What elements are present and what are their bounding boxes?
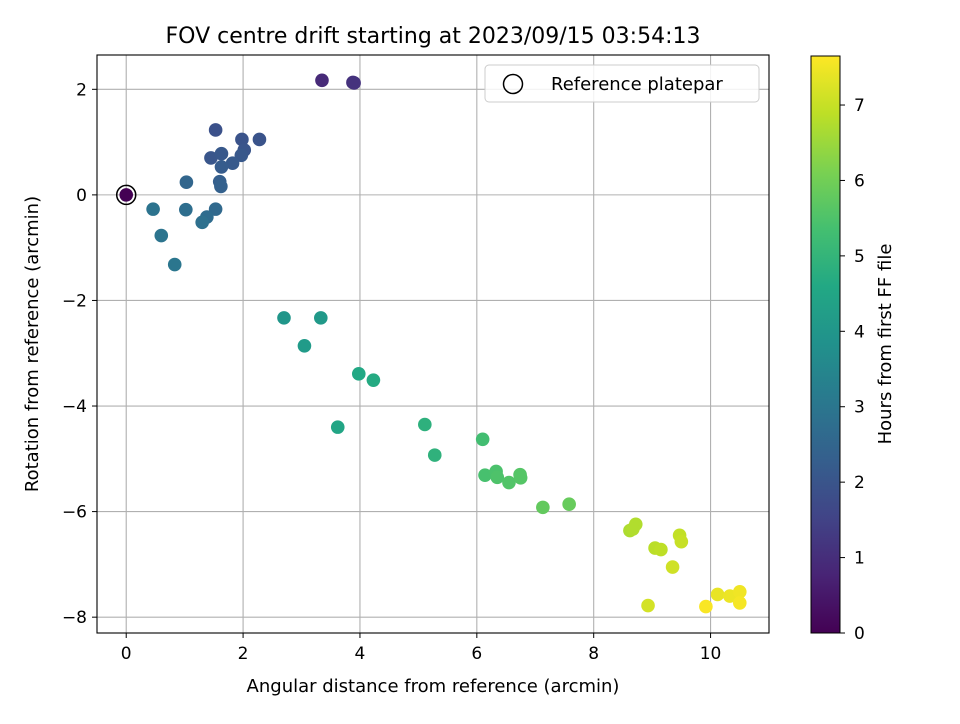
- scatter-point: [502, 475, 516, 490]
- reference-legend-marker: [502, 73, 524, 95]
- scatter-point: [674, 534, 689, 549]
- scatter-point: [208, 202, 223, 216]
- scatter-point: [665, 560, 680, 574]
- y-axis-label: Rotation from reference (arcmin): [22, 196, 43, 492]
- y-tick-label: −8: [62, 608, 87, 628]
- x-tick-label: 2: [238, 644, 249, 664]
- colorbar: 0 1 2 3 4 5 6 7 Hours from first FF file: [810, 55, 896, 644]
- scatter-point: [195, 215, 209, 230]
- colorbar-gradient: [811, 56, 840, 633]
- scatter-point: [490, 470, 505, 485]
- scatter-point: [204, 151, 218, 165]
- scatter-point: [214, 146, 229, 161]
- scatter-point: [315, 73, 329, 88]
- x-tick-label: 0: [121, 644, 132, 664]
- scatter-point: [418, 417, 432, 432]
- colorbar-label: Hours from first FF file: [875, 244, 896, 445]
- scatter-point: [330, 420, 345, 434]
- colorbar-frame: [810, 55, 841, 634]
- scatter-point: [654, 542, 668, 557]
- legend: Reference platepar: [484, 64, 760, 103]
- scatter-point: [347, 76, 361, 90]
- scatter-point: [427, 448, 442, 462]
- chart-title: FOV centre drift starting at 2023/09/15 …: [166, 24, 701, 49]
- y-tick-label: −2: [62, 291, 87, 311]
- legend-entry-reference: Reference platepar: [551, 74, 723, 95]
- scatter-point: [179, 175, 194, 190]
- colorbar-tick-label: 5: [854, 247, 865, 267]
- scatter-point: [732, 596, 747, 610]
- scatter-point: [513, 471, 528, 485]
- scatter-point: [641, 598, 655, 613]
- scatter-point: [214, 179, 228, 194]
- scatter-point: [314, 311, 328, 325]
- scatter-point: [208, 123, 223, 137]
- colorbar-tick-label: 3: [854, 398, 865, 418]
- scatter-point: [351, 367, 366, 381]
- scatter-point: [252, 132, 267, 147]
- scatter-point: [146, 202, 160, 216]
- scatter-point: [214, 160, 229, 174]
- scatter-point: [478, 468, 492, 482]
- scatter-point: [154, 228, 169, 243]
- x-axis-ticks: 0 2 4 6 8 10: [121, 633, 722, 664]
- scatter-point: [179, 202, 193, 217]
- y-tick-label: 0: [76, 186, 87, 206]
- scatter-point: [732, 585, 747, 599]
- scatter-point: [562, 497, 576, 512]
- scatter-point: [277, 311, 291, 325]
- scatter-points: [115, 73, 747, 614]
- colorbar-tick-label: 4: [854, 322, 865, 342]
- y-tick-label: 2: [76, 80, 87, 100]
- colorbar-tick-label: 2: [854, 473, 865, 493]
- y-tick-label: −6: [62, 503, 87, 523]
- x-tick-label: 4: [355, 644, 366, 664]
- y-tick-label: −4: [62, 397, 87, 417]
- scatter-point: [297, 339, 312, 353]
- colorbar-ticks: 0 1 2 3 4 5 6 7: [840, 96, 865, 644]
- colorbar-tick-label: 6: [854, 171, 865, 191]
- reference-marker: [115, 184, 137, 206]
- scatter-point: [119, 188, 134, 202]
- scatter-point: [235, 132, 249, 147]
- legend-box: [484, 64, 760, 103]
- x-tick-label: 8: [588, 644, 599, 664]
- scatter-point: [366, 373, 381, 387]
- grid-lines: [97, 55, 769, 633]
- colorbar-tick-label: 7: [854, 96, 865, 116]
- colorbar-tick-label: 1: [854, 549, 865, 569]
- scatter-point: [475, 432, 490, 447]
- scatter-point: [710, 587, 725, 602]
- scatter-point: [167, 257, 182, 272]
- scatter-point: [536, 500, 550, 515]
- x-tick-label: 10: [700, 644, 722, 664]
- scatter-point: [225, 156, 240, 171]
- y-axis-ticks: 2 0 −2 −4 −6 −8: [62, 80, 97, 628]
- scatter-point: [234, 148, 249, 163]
- colorbar-tick-label: 0: [854, 624, 865, 644]
- scatter-point: [699, 599, 713, 614]
- plot-frame: [96, 54, 770, 634]
- scatter-point: [626, 522, 640, 536]
- x-axis-label: Angular distance from reference (arcmin): [247, 676, 620, 697]
- x-tick-label: 6: [471, 644, 482, 664]
